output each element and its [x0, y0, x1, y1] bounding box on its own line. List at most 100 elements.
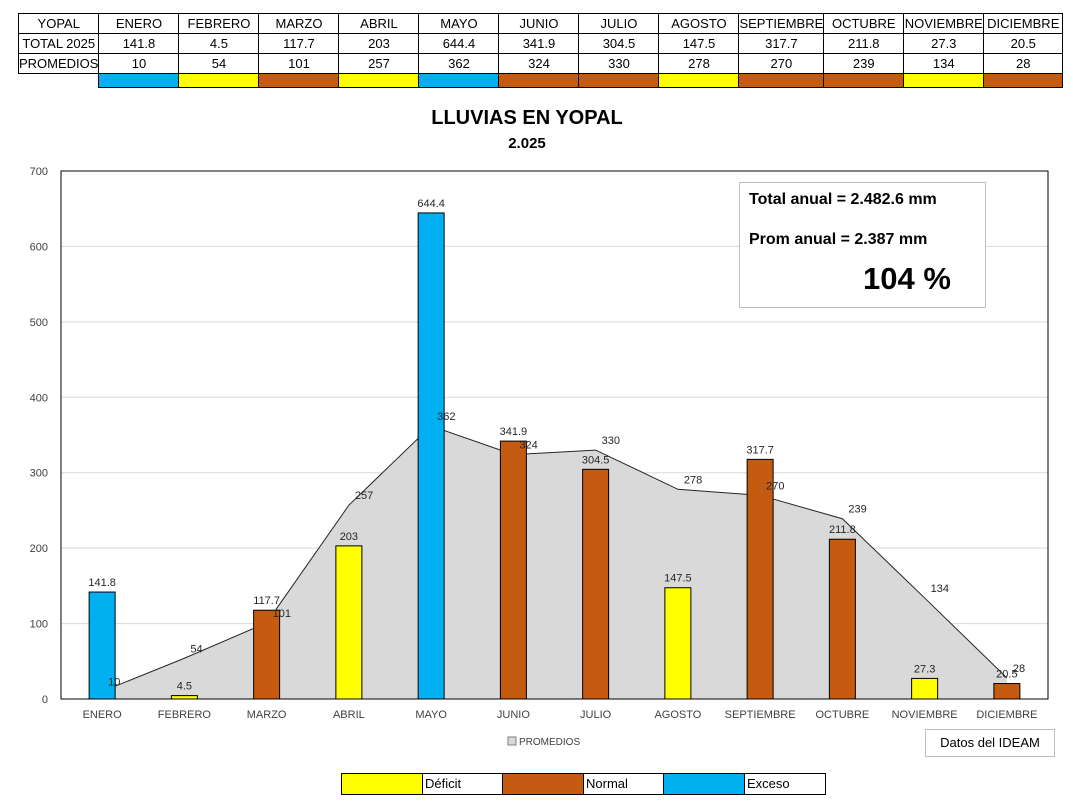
promedio-value-label: 10 — [108, 676, 120, 688]
y-tick-label: 0 — [42, 694, 48, 706]
bar — [335, 545, 363, 700]
bar-value-label: 304.5 — [582, 454, 610, 466]
bar-value-label: 341.9 — [500, 426, 528, 438]
table-cell-prom: 101 — [258, 53, 340, 74]
table-cell-total: 147.5 — [658, 33, 740, 54]
promedio-value-label: 270 — [766, 480, 784, 492]
bar — [746, 458, 774, 700]
promedios-area — [102, 425, 1007, 699]
status-color-cell — [98, 73, 180, 88]
bar-value-label: 147.5 — [664, 573, 692, 585]
normal-label: Normal — [584, 774, 664, 794]
plot-area-border — [60, 170, 1049, 700]
status-legend: Déficit Normal Exceso — [341, 773, 826, 795]
x-tick-label: SEPTIEMBRE — [725, 709, 796, 721]
y-tick-label: 500 — [30, 317, 48, 329]
x-tick-label: FEBRERO — [158, 709, 212, 721]
status-color-cell — [498, 73, 580, 88]
status-color-cell — [823, 73, 905, 88]
x-tick-label: ABRIL — [333, 709, 365, 721]
bar — [88, 591, 116, 700]
table-cell-total: 203 — [338, 33, 420, 54]
bar-value-label: 141.8 — [88, 577, 116, 589]
bar — [417, 212, 445, 700]
deficit-label: Déficit — [423, 774, 503, 794]
bar-value-label: 117.7 — [253, 595, 280, 607]
table-cell-total: 304.5 — [578, 33, 660, 54]
annual-summary-box: Total anual = 2.482.6 mm Prom anual = 2.… — [739, 182, 986, 308]
bar-value-label: 20.5 — [996, 669, 1017, 681]
annual-percent: 104 % — [863, 261, 951, 296]
bar — [911, 677, 939, 700]
prom-annual-label: Prom anual = 2.387 mm — [749, 231, 928, 248]
x-tick-label: DICIEMBRE — [976, 709, 1037, 721]
exceso-swatch — [664, 774, 745, 794]
table-row-total: TOTAL 2025 141.8 4.5 117.7 203 644.4 341.9 304.… — [17, 33, 1064, 54]
table-cell-total: TOTAL 2025 — [17, 33, 100, 54]
x-tick-label: ENERO — [83, 709, 123, 721]
bar-value-label: 203 — [340, 531, 358, 543]
promedio-value-label: 134 — [931, 583, 949, 595]
status-color-cell — [578, 73, 660, 88]
table-row-header: YOPAL ENERO FEBRERO MARZO ABRIL MAYO JUNIO JULI… — [17, 13, 1064, 34]
table-cell-prom: 324 — [498, 53, 580, 74]
y-tick-label: 300 — [30, 468, 48, 480]
promedio-value-label: 324 — [519, 440, 537, 452]
y-tick-label: 700 — [30, 166, 48, 178]
bar — [170, 695, 198, 700]
table-cell-header: AGOSTO — [658, 13, 740, 34]
total-annual-label: Total anual = 2.482.6 mm — [749, 191, 937, 208]
bar — [499, 440, 527, 700]
status-color-cell — [738, 73, 825, 88]
chart-subtitle: 2.025 — [508, 135, 546, 152]
bar-value-label: 317.7 — [746, 444, 774, 456]
x-tick-label: MARZO — [247, 709, 287, 721]
promedio-value-label: 257 — [355, 490, 373, 502]
table-cell-prom: PROMEDIOS — [17, 53, 100, 74]
promedios-line — [101, 425, 1008, 692]
status-color-cell — [903, 73, 985, 88]
table-cell-header: SEPTIEMBRE — [738, 13, 825, 34]
bar-value-label: 644.4 — [417, 198, 445, 210]
bar-value-label: 211.8 — [829, 524, 856, 536]
table-cell-total: 341.9 — [498, 33, 580, 54]
status-color-cell — [338, 73, 420, 88]
status-color-cell — [258, 73, 340, 88]
legend-promedios-swatch — [507, 736, 517, 746]
x-tick-label: OCTUBRE — [815, 709, 869, 721]
table-cell-total: 4.5 — [178, 33, 260, 54]
legend-promedios-label: PROMEDIOS — [519, 737, 580, 748]
table-cell-header: DICIEMBRE — [983, 13, 1064, 34]
promedio-value-label: 330 — [602, 435, 620, 447]
y-tick-label: 100 — [30, 619, 48, 631]
x-tick-label: JUNIO — [497, 709, 530, 721]
x-tick-label: NOVIEMBRE — [892, 709, 958, 721]
bar — [664, 587, 692, 700]
status-color-cell — [178, 73, 260, 88]
bar-value-label: 4.5 — [177, 681, 192, 693]
table-cell-prom: 270 — [738, 53, 825, 74]
y-tick-label: 400 — [30, 392, 48, 404]
table-cell-prom: 362 — [418, 53, 500, 74]
bar — [253, 609, 281, 700]
y-tick-label: 200 — [30, 543, 48, 555]
table-cell-header: ABRIL — [338, 13, 420, 34]
status-color-cell — [658, 73, 740, 88]
source-note: Datos del IDEAM — [925, 729, 1055, 757]
deficit-swatch — [342, 774, 423, 794]
promedio-value-label: 362 — [437, 411, 455, 423]
x-tick-label: MAYO — [415, 709, 447, 721]
chart-title: LLUVIAS EN YOPAL — [431, 107, 623, 129]
promedio-value-label: 239 — [848, 504, 866, 516]
table-row-prom: PROMEDIOS 10 54 101 257 362 324 330 278 270 239 134… — [17, 53, 1064, 74]
promedio-value-label: 101 — [273, 608, 291, 620]
bar — [828, 538, 856, 700]
x-tick-label: JULIO — [580, 709, 612, 721]
bar — [582, 468, 610, 700]
bar — [993, 683, 1021, 700]
promedio-value-label: 28 — [1013, 663, 1025, 675]
table-cell-prom: 278 — [658, 53, 740, 74]
status-color-cell — [983, 73, 1064, 88]
exceso-label: Exceso — [747, 776, 790, 791]
